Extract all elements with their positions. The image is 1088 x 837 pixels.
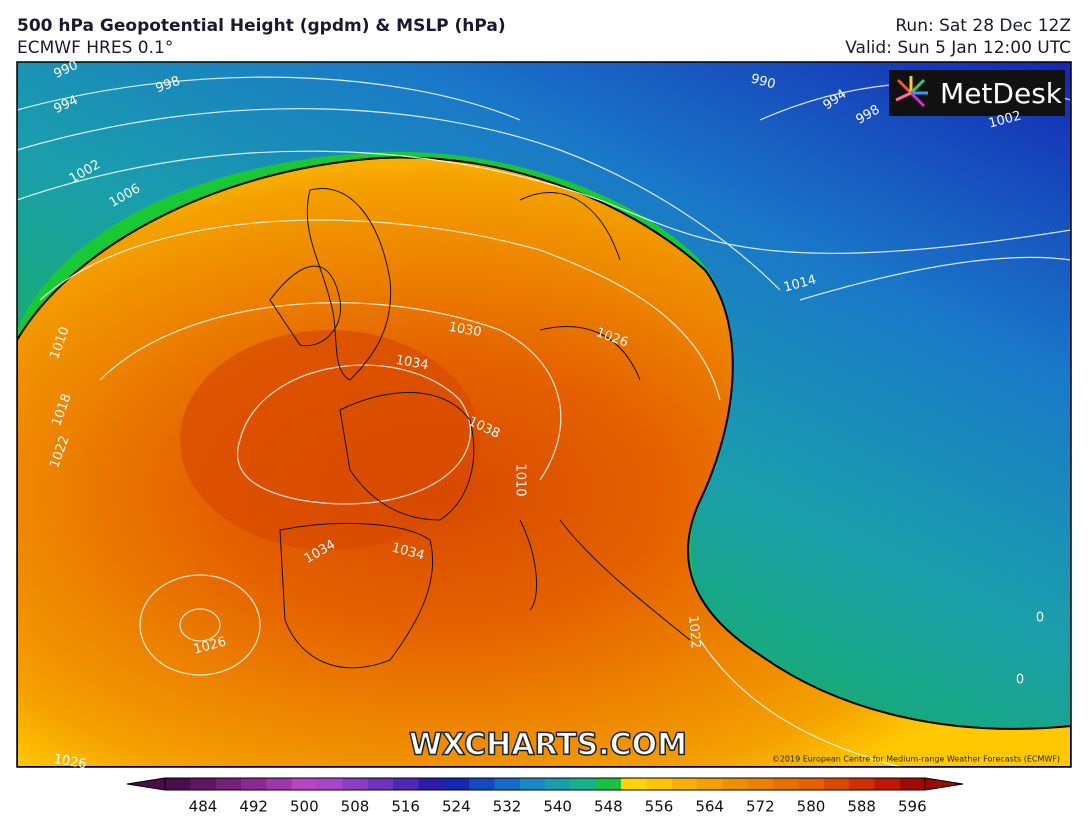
colorbar: 484 492 500 508 516 524 532 540 548 556 564 572 580 5… [126, 777, 964, 816]
isobar-label: 0 [1036, 611, 1044, 626]
colorbar-tick-label: 492 [239, 798, 268, 816]
colorbar-frame [164, 777, 926, 791]
isobar-label: 1026 [52, 752, 87, 773]
colorbar-swatch [849, 778, 875, 790]
coastlines [269, 188, 691, 669]
colorbar-swatch [545, 778, 571, 790]
map-frame [16, 61, 1072, 768]
colorbar-tick-label: 596 [898, 798, 927, 816]
valid-time: Valid: Sun 5 Jan 12:00 UTC [845, 38, 1071, 58]
colorbar-tick-label: 580 [797, 798, 826, 816]
colorbar-tick-label: 484 [189, 798, 218, 816]
isobar-label: 1022 [685, 615, 703, 649]
colorbar-swatch [519, 778, 546, 790]
model: ECMWF HRES 0.1° [17, 38, 173, 58]
colorbar-swatch [823, 778, 850, 790]
warm-ridge [17, 156, 1071, 767]
colorbar-swatch [722, 778, 749, 790]
colorbar-arrow-left [126, 777, 166, 791]
colorbar-tick-label: 548 [594, 798, 623, 816]
colorbar-tick-label: 532 [493, 798, 522, 816]
colorbar-swatch [342, 778, 369, 790]
colorbar-swatch [671, 778, 698, 790]
isobar-label: 0 [1016, 673, 1024, 688]
colorbar-tick-label: 572 [746, 798, 775, 816]
isobar-label: 1030 [447, 320, 482, 341]
colorbar-tick-label: 516 [391, 798, 420, 816]
colorbar-tick-label: 564 [695, 798, 724, 816]
colorbar-tick-label: 508 [341, 798, 370, 816]
colorbar-swatch [418, 778, 445, 790]
colorbar-swatch [899, 778, 926, 790]
colorbar-swatch [393, 778, 419, 790]
colorbar-swatch [190, 778, 217, 790]
colorbar-swatch [241, 778, 267, 790]
colorbar-tick-label: 556 [645, 798, 674, 816]
colorbar-swatch [747, 778, 774, 790]
colorbar-swatch [595, 778, 622, 790]
isobars [17, 76, 1071, 767]
run-time: Run: Sat 28 Dec 12Z [895, 16, 1071, 36]
colorbar-swatch [570, 778, 597, 790]
colorbar-swatch [494, 778, 521, 790]
colorbar-swatch [266, 778, 293, 790]
isobar-label: 990 [749, 72, 777, 93]
colorbar-tick-label: 540 [543, 798, 572, 816]
colorbar-tick-label: 588 [847, 798, 876, 816]
colorbar-swatch [317, 778, 343, 790]
isobar-label: 1010 [513, 463, 528, 496]
isobar-label: 1034 [394, 353, 429, 374]
logo-icon [895, 76, 928, 108]
colorbar-swatch [469, 778, 495, 790]
colorbar-swatch [773, 778, 799, 790]
watermark: WXCHARTS.COM [409, 728, 687, 763]
colorbar-swatch [443, 778, 470, 790]
colorbar-swatch [215, 778, 242, 790]
colorbar-swatch [291, 778, 318, 790]
colorbar-arrow-right [924, 777, 964, 791]
colorbar-swatch [621, 778, 647, 790]
colorbar-swatch [646, 778, 673, 790]
colorbar-swatch [798, 778, 825, 790]
colorbar-swatch [697, 778, 723, 790]
ridge-core [180, 330, 480, 550]
colorbar-tick-label: 500 [290, 798, 319, 816]
colorbar-swatch [165, 778, 191, 790]
logo: MetDesk [940, 77, 1063, 110]
copyright: ©2019 European Centre for Medium-range W… [772, 755, 1060, 764]
map [17, 62, 1071, 767]
title: 500 hPa Geopotential Height (gpdm) & MSL… [17, 16, 506, 36]
colorbar-swatch [367, 778, 394, 790]
colorbar-tick-label: 524 [442, 798, 471, 816]
colorbar-swatch [874, 778, 901, 790]
